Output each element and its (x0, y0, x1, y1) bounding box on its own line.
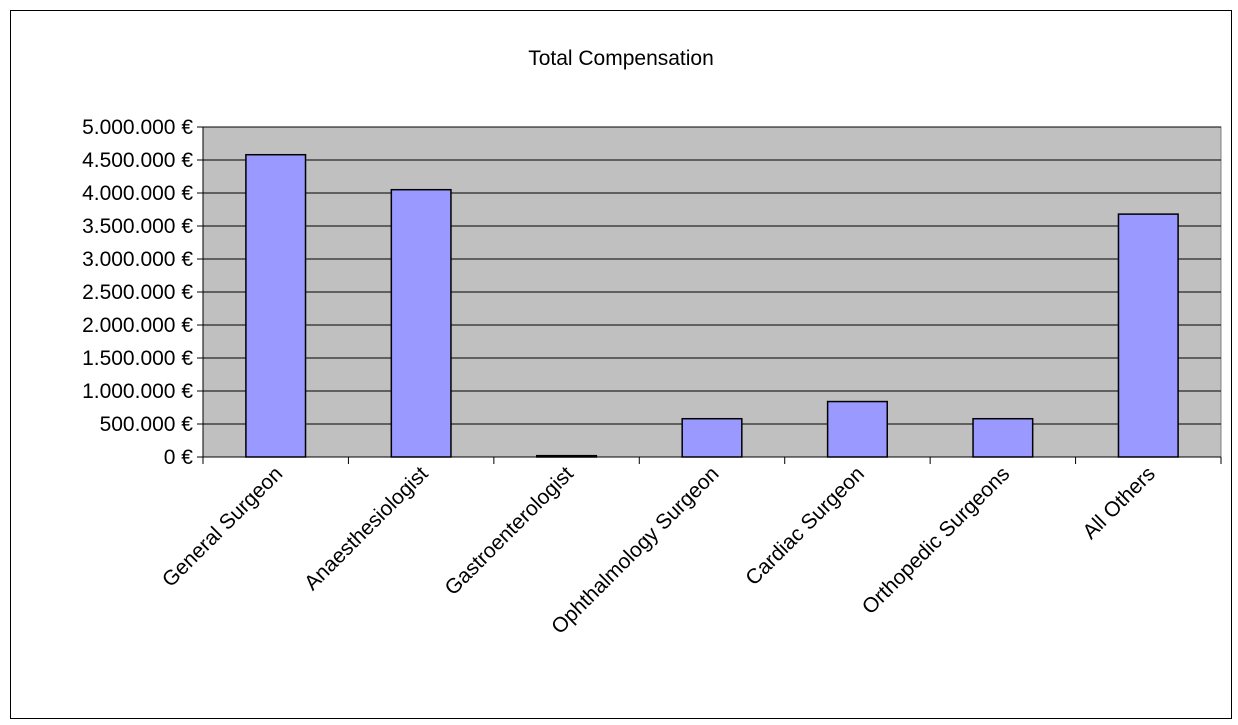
y-tick-label: 4.000.000 € (82, 182, 193, 205)
bar (826, 400, 888, 458)
y-tick-label: 0 € (164, 446, 194, 469)
bar (536, 454, 598, 458)
chart-title: Total Compensation (528, 47, 714, 70)
y-tick-label: 4.500.000 € (82, 149, 193, 172)
x-tick-label: Orthopedic Surgeons (858, 462, 1015, 619)
x-tick-label: Cardiac Surgeon (741, 462, 869, 590)
x-tick-label: Ophthalmology Surgeon (547, 462, 723, 638)
x-tick-label: All Others (1078, 462, 1159, 543)
x-tick-label: General Surgeon (158, 462, 287, 591)
bar (681, 417, 743, 458)
y-tick-label: 1.000.000 € (82, 380, 193, 403)
bar (1117, 213, 1179, 458)
y-tick-label: 5.000.000 € (82, 116, 193, 139)
y-tick-label: 500.000 € (100, 413, 194, 436)
bar (390, 188, 452, 458)
x-tick-label: Anaesthesiologist (300, 462, 433, 595)
y-tick-label: 3.500.000 € (82, 215, 193, 238)
y-tick-label: 2.500.000 € (82, 281, 193, 304)
bar (245, 153, 307, 458)
y-tick-label: 1.500.000 € (82, 347, 193, 370)
x-tick-label: Gastroenterologist (441, 462, 579, 600)
y-tick-label: 2.000.000 € (82, 314, 193, 337)
bar (972, 417, 1034, 458)
y-tick-label: 3.000.000 € (82, 248, 193, 271)
